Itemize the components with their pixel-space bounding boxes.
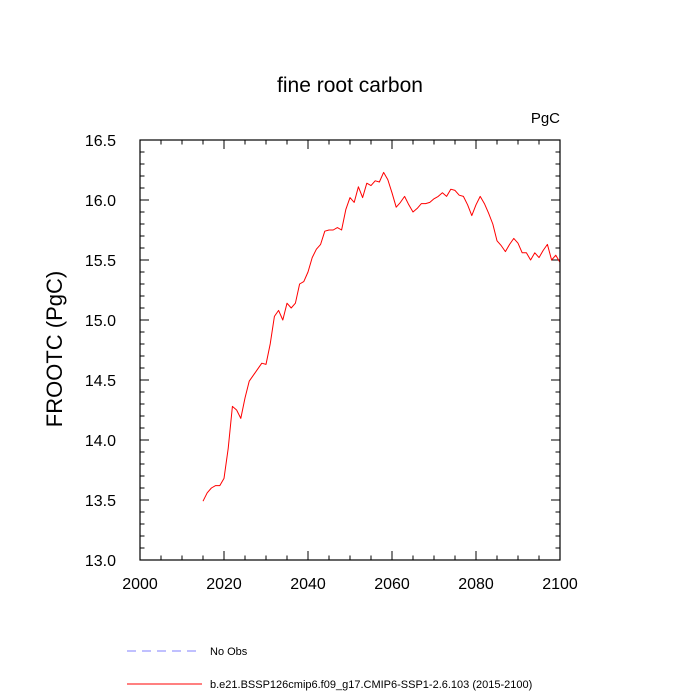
series-line: [202, 171, 561, 502]
y-tick-label: 16.5: [85, 133, 116, 150]
x-tick-label: 2000: [122, 576, 158, 593]
y-tick-label: 13.0: [85, 553, 116, 570]
x-tick-label: 2060: [374, 576, 410, 593]
y-tick-label: 15.5: [85, 253, 116, 270]
y-tick-label: 14.0: [85, 433, 116, 450]
x-tick-label: 2080: [458, 576, 494, 593]
legend: No Obs b.e21.BSSP126cmip6.f09_g17.CMIP6-…: [127, 646, 532, 691]
y-tick-label: 13.5: [85, 493, 116, 510]
y-tick-label: 15.0: [85, 313, 116, 330]
axis-ticks: [139, 139, 561, 561]
x-tick-labels: 2000 2020 2040 2060 2080 2100: [122, 576, 578, 593]
y-tick-label: 14.5: [85, 373, 116, 390]
units-label: PgC: [531, 110, 560, 127]
y-axis-label: FROOTC (PgC): [42, 271, 67, 427]
y-tick-labels: 13.0 13.5 14.0 14.5 15.0 15.5 16.0 16.5: [85, 133, 116, 570]
plot-frame: [139, 139, 561, 561]
chart-title: fine root carbon: [277, 74, 423, 97]
legend-label-no-obs: No Obs: [210, 646, 248, 658]
x-tick-label: 2100: [542, 576, 578, 593]
legend-label-model: b.e21.BSSP126cmip6.f09_g17.CMIP6-SSP1-2.…: [210, 679, 532, 691]
x-tick-label: 2020: [206, 576, 242, 593]
y-tick-label: 16.0: [85, 193, 116, 210]
plot-area: [202, 171, 561, 502]
x-tick-label: 2040: [290, 576, 326, 593]
